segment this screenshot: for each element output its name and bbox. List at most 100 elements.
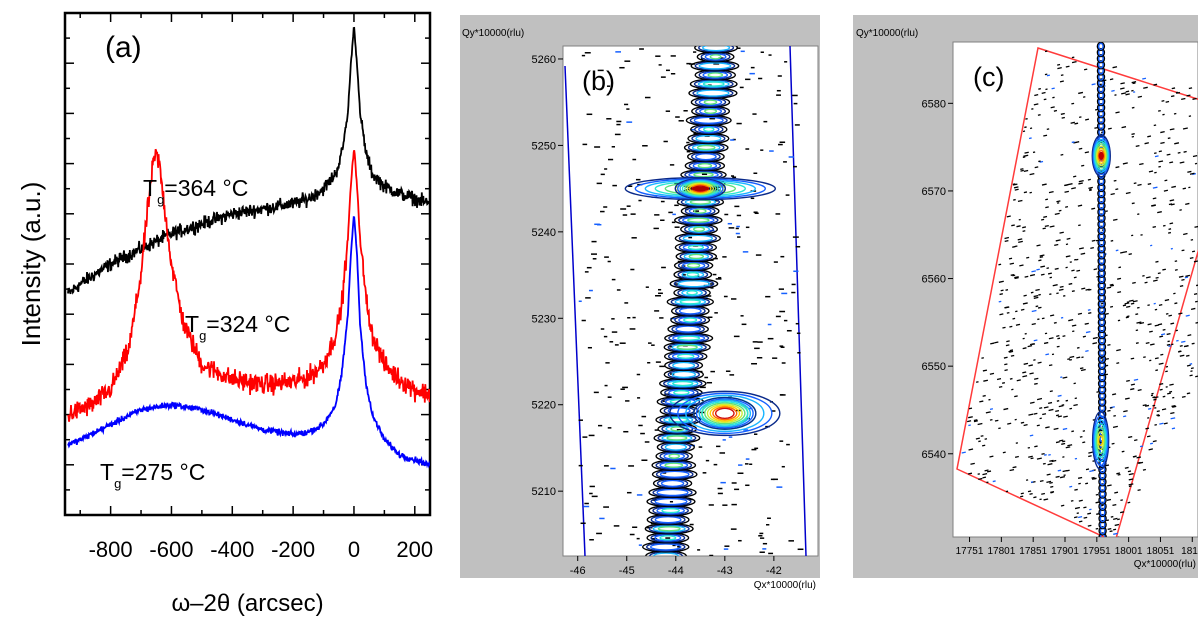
noise-speck: [1188, 186, 1191, 189]
scan-boundary-right: [789, 46, 807, 556]
noise-speck: [1038, 293, 1041, 296]
noise-speck: [1035, 305, 1039, 308]
noise-speck: [1147, 323, 1152, 326]
y-tick-label: 5220: [532, 400, 556, 412]
noise-speck: [1137, 213, 1140, 216]
noise-speck: [1037, 361, 1042, 364]
contour-ring: [677, 335, 701, 341]
contour-ring: [1098, 489, 1107, 499]
noise-speck: [1053, 427, 1059, 430]
noise-speck: [1092, 336, 1098, 340]
noise-speck: [1130, 383, 1136, 386]
noise-speck: [655, 295, 661, 297]
contour-ring: [1097, 219, 1106, 229]
noise-speck: [1100, 504, 1104, 507]
noise-speck: [1175, 91, 1179, 94]
contour-ring: [702, 81, 725, 87]
contour-ring: [1097, 329, 1107, 340]
noise-speck: [1174, 269, 1178, 271]
noise-speck: [647, 361, 651, 364]
noise-speck: [1042, 227, 1046, 230]
noise-speck: [1027, 345, 1033, 348]
noise-speck: [710, 287, 714, 289]
noise-speck: [1125, 93, 1130, 96]
noise-speck: [1107, 527, 1112, 531]
noise-speck: [1009, 377, 1013, 380]
contour-ring: [1097, 354, 1107, 364]
peak-upper: [1094, 141, 1109, 171]
contour-ring: [693, 226, 706, 232]
noise-speck: [989, 372, 995, 375]
noise-speck: [1022, 302, 1028, 305]
noise-speck: [973, 420, 978, 423]
noise-speck: [1194, 162, 1198, 165]
noise-speck: [973, 419, 978, 422]
noise-speck: [796, 332, 801, 335]
contour-ring: [1098, 520, 1107, 530]
contour-ring: [667, 379, 699, 388]
noise-speck: [750, 66, 755, 69]
noise-speck: [1080, 368, 1086, 372]
noise-speck: [1167, 137, 1171, 140]
noise-speck: [669, 346, 674, 348]
noise-speck: [977, 422, 983, 426]
noise-speck: [1065, 399, 1069, 402]
noise-speck: [1179, 209, 1182, 211]
y-tick-label: 5250: [532, 140, 556, 152]
noise-speck: [786, 329, 792, 332]
noise-speck: [1145, 341, 1150, 344]
noise-speck: [1048, 364, 1053, 367]
noise-speck: [1074, 488, 1078, 491]
contour-ring: [704, 108, 718, 114]
noise-speck: [583, 505, 590, 508]
noise-speck: [1060, 316, 1064, 319]
noise-speck: [1050, 106, 1055, 109]
contour-ring: [654, 534, 682, 542]
noise-speck: [1081, 164, 1085, 167]
noise-speck: [1005, 490, 1009, 493]
noise-speck: [1192, 97, 1197, 101]
noise-speck: [624, 302, 629, 304]
noise-speck: [1000, 289, 1004, 292]
noise-speck: [1107, 409, 1111, 412]
noise-speck: [1155, 369, 1159, 372]
noise-speck: [1193, 293, 1198, 295]
noise-speck: [779, 440, 784, 442]
noise-speck: [641, 459, 648, 461]
noise-speck: [1085, 468, 1090, 471]
noise-speck: [1071, 56, 1075, 59]
noise-speck: [994, 341, 999, 344]
noise-speck: [690, 129, 695, 131]
noise-speck: [635, 178, 641, 181]
contour-ring: [654, 497, 688, 506]
y-tick-label: 5230: [532, 313, 556, 325]
noise-speck: [611, 331, 618, 333]
noise-speck: [638, 544, 642, 546]
noise-speck: [1159, 388, 1163, 391]
noise-speck: [1089, 469, 1095, 473]
noise-speck: [1036, 424, 1040, 427]
noise-speck: [1050, 491, 1054, 494]
noise-speck: [1065, 266, 1068, 269]
noise-speck: [1183, 150, 1187, 153]
noise-speck: [776, 94, 781, 96]
noise-speck: [1051, 353, 1055, 356]
noise-speck: [655, 361, 661, 363]
noise-speck: [757, 341, 763, 343]
scan-boundary: [956, 47, 1198, 537]
noise-speck: [1112, 218, 1118, 221]
noise-speck: [585, 297, 591, 299]
noise-speck: [1069, 485, 1073, 488]
noise-speck: [707, 316, 713, 319]
noise-speck: [1029, 172, 1035, 176]
contour-ring: [1098, 513, 1107, 524]
noise-speck: [986, 481, 989, 484]
noise-speck: [1045, 206, 1049, 209]
contour-ring: [1097, 360, 1107, 370]
noise-speck: [1034, 94, 1039, 97]
noise-speck: [738, 464, 743, 466]
noise-speck: [1190, 239, 1194, 241]
noise-speck: [1031, 309, 1037, 313]
noise-speck: [593, 391, 599, 394]
contour-ring: [1096, 127, 1106, 137]
